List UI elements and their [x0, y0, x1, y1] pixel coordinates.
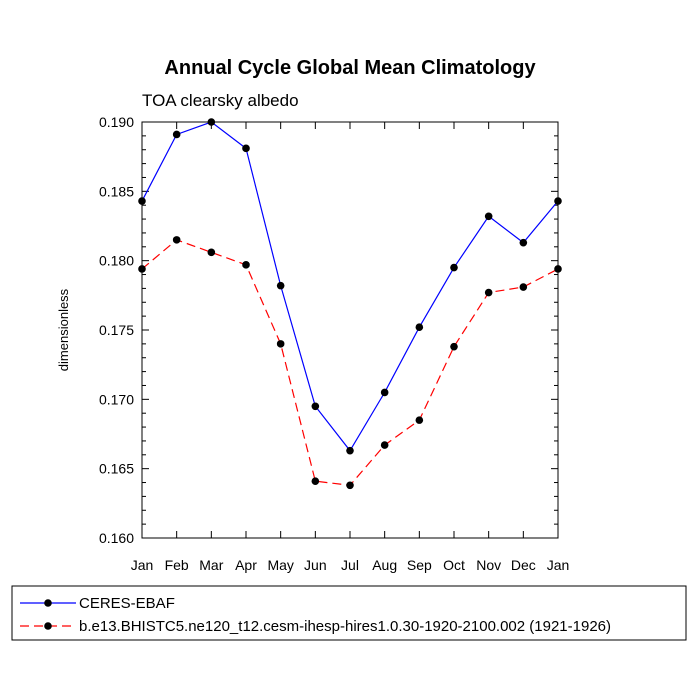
legend-marker-1	[44, 599, 52, 607]
axes: 0.160 0.165 0.170 0.175 0.180 0.185 0.190 Jan Fe…	[99, 114, 569, 573]
series-2-point	[242, 261, 250, 269]
x-tick-label: Jan	[547, 557, 570, 573]
legend-label-2: b.e13.BHISTC5.ne120_t12.cesm-ihesp-hires…	[79, 618, 611, 635]
series-1-point	[172, 130, 181, 139]
series-2-point	[346, 481, 354, 490]
x-tick-label: Feb	[165, 557, 189, 573]
series-1-point	[450, 263, 458, 272]
series-line-1	[141, 121, 559, 452]
y-tick-label: 0.165	[99, 461, 134, 477]
x-tick-label: Jun	[304, 557, 327, 573]
x-tick-label: Aug	[372, 557, 397, 573]
series-2-point	[138, 265, 146, 273]
chart-subtitle: TOA clearsky albedo	[142, 91, 299, 110]
series-1-point	[415, 323, 424, 332]
series-1-point	[207, 118, 216, 126]
series-1-point	[311, 402, 320, 411]
series-2-point	[207, 248, 216, 257]
series-1-point	[138, 197, 146, 205]
series-2-point	[311, 477, 320, 485]
series-1-point	[380, 388, 389, 397]
x-tick-label: Sep	[407, 557, 432, 573]
x-tick-label: Jan	[131, 557, 154, 573]
y-tick-label: 0.180	[99, 253, 134, 269]
series-1-point	[554, 197, 562, 205]
series-2-point	[554, 265, 562, 273]
series-1-point	[346, 446, 354, 455]
y-tick-label: 0.160	[99, 530, 134, 546]
series-2-point	[276, 340, 285, 348]
y-tick-label: 0.185	[99, 183, 134, 199]
series-layer	[138, 118, 562, 490]
x-tick-label: Jul	[341, 557, 359, 573]
y-tick-label: 0.170	[99, 391, 134, 407]
series-2-point	[484, 288, 493, 297]
legend: CERES-EBAF b.e13.BHISTC5.ne120_t12.cesm-i…	[11, 585, 687, 641]
x-tick-label: Nov	[476, 557, 501, 573]
y-tick-label: 0.190	[99, 114, 134, 130]
plot-frame	[141, 121, 559, 539]
series-1-point	[242, 144, 250, 153]
legend-marker-2	[44, 622, 52, 630]
series-2-point	[450, 342, 458, 351]
series-1-point	[519, 238, 528, 247]
chart-title: Annual Cycle Global Mean Climatology	[164, 57, 536, 79]
legend-box	[11, 585, 687, 641]
x-tick-label: Mar	[199, 557, 223, 573]
series-1-point	[276, 281, 285, 290]
x-tick-label: Dec	[511, 557, 536, 573]
series-1-point	[484, 212, 493, 221]
y-axis-label: dimensionless	[56, 288, 71, 371]
series-2-point	[172, 236, 181, 244]
x-tick-label: Apr	[235, 557, 257, 573]
y-tick-label: 0.175	[99, 322, 134, 338]
series-2-point	[380, 441, 389, 449]
legend-label-1: CERES-EBAF	[79, 595, 175, 612]
series-2-point	[415, 416, 424, 424]
x-tick-label: Oct	[443, 557, 465, 573]
x-tick-label: May	[267, 557, 293, 573]
series-2-point	[519, 283, 528, 291]
